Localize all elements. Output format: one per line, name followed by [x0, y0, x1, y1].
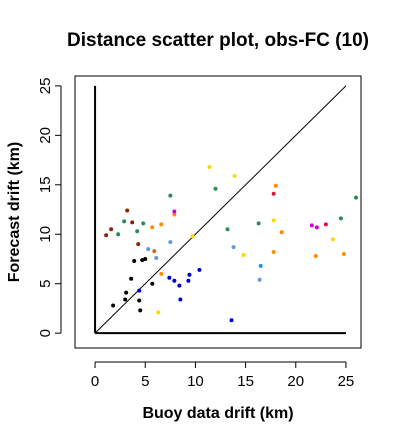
data-point	[186, 278, 191, 283]
data-point	[150, 225, 155, 230]
data-point	[314, 225, 319, 230]
data-point	[258, 263, 263, 268]
data-point	[143, 256, 148, 261]
data-point	[225, 227, 230, 232]
data-point	[256, 221, 261, 226]
data-point	[232, 173, 237, 178]
data-point	[190, 234, 195, 239]
data-point	[273, 183, 278, 188]
data-point	[156, 310, 161, 315]
y-axis: 0 5 10 15 20 25	[37, 78, 62, 337]
data-point	[313, 254, 318, 259]
chart-title: Distance scatter plot, obs-FC (10)	[67, 30, 369, 51]
data-point	[104, 233, 109, 238]
data-point	[231, 245, 236, 250]
y-axis-label: Forecast drift (km)	[6, 142, 23, 282]
data-point	[116, 232, 121, 237]
data-point	[167, 275, 172, 280]
data-point	[129, 276, 134, 281]
x-tick-label: 5	[141, 373, 149, 390]
data-point	[271, 218, 276, 223]
data-point	[213, 186, 218, 191]
data-points	[104, 164, 358, 323]
data-point	[137, 298, 142, 303]
data-point	[271, 250, 276, 255]
data-point	[338, 216, 343, 221]
data-point	[172, 209, 177, 214]
y-tick-label: 5	[37, 280, 54, 288]
data-point	[168, 193, 173, 198]
data-point	[341, 252, 346, 257]
data-point	[123, 297, 128, 302]
plot-frame	[74, 75, 362, 349]
x-tick-label: 0	[91, 373, 99, 390]
data-point	[135, 229, 140, 234]
data-point	[207, 164, 212, 169]
data-point	[125, 208, 130, 213]
data-point	[159, 271, 164, 276]
data-point	[187, 272, 192, 277]
y-tick-label: 10	[37, 226, 54, 243]
data-point	[177, 283, 182, 288]
data-point	[197, 267, 202, 272]
data-point	[178, 297, 183, 302]
data-point	[141, 221, 146, 226]
data-point	[111, 303, 116, 308]
data-point	[309, 223, 314, 228]
data-point	[271, 191, 276, 196]
data-point	[172, 278, 177, 283]
data-point	[241, 253, 246, 258]
data-point	[138, 308, 143, 313]
data-point	[137, 288, 142, 293]
x-tick-label: 25	[338, 373, 355, 390]
x-tick-label: 15	[237, 373, 254, 390]
data-point	[257, 277, 262, 282]
data-point	[109, 227, 114, 232]
data-point	[353, 195, 358, 200]
x-axis-label: Buoy data drift (km)	[142, 405, 293, 422]
x-axis: 0 5 10 15 20 25	[91, 361, 355, 390]
data-point	[154, 255, 159, 260]
data-point	[172, 212, 177, 217]
data-point	[323, 222, 328, 227]
data-point	[168, 240, 173, 245]
data-point	[229, 318, 234, 323]
data-point	[124, 290, 129, 295]
x-tick-label: 10	[187, 373, 204, 390]
y-tick-label: 25	[37, 78, 54, 95]
data-point	[122, 219, 127, 224]
data-point	[150, 281, 155, 286]
data-point	[136, 242, 141, 247]
data-point	[279, 230, 284, 235]
data-point	[330, 237, 335, 242]
data-point	[130, 220, 135, 225]
data-point	[146, 247, 151, 252]
data-point	[132, 258, 137, 263]
data-point	[159, 222, 164, 227]
data-point	[152, 249, 157, 254]
y-tick-label: 15	[37, 176, 54, 193]
y-tick-label: 20	[37, 127, 54, 144]
data-point	[140, 257, 145, 262]
x-tick-label: 20	[287, 373, 304, 390]
y-tick-label: 0	[37, 329, 54, 337]
reference-lines	[94, 85, 347, 335]
reference-line-diagonal	[94, 85, 347, 334]
